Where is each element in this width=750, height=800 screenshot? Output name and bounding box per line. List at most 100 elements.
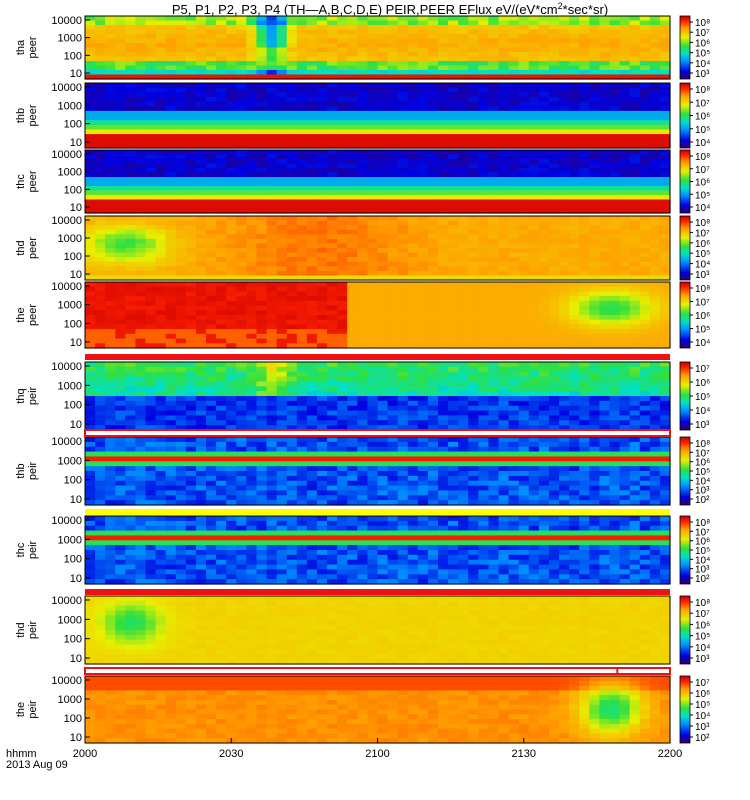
heatmap-cell: [639, 106, 651, 112]
heatmap-cell: [185, 87, 197, 93]
heatmap-cell: [155, 286, 167, 293]
heatmap-cell: [498, 396, 510, 402]
heatmap-cell: [559, 195, 570, 201]
heatmap-cell: [337, 43, 348, 49]
heatmap-cell: [589, 343, 600, 349]
heatmap-cell: [105, 266, 116, 272]
heatmap-cell: [337, 204, 348, 210]
heatmap-cell: [468, 163, 479, 169]
heatmap-cell: [589, 186, 600, 192]
heatmap-cell: [226, 400, 237, 407]
heatmap-cell: [165, 101, 177, 107]
heatmap-cell: [417, 234, 429, 240]
heatmap-cell: [266, 225, 278, 231]
heatmap-cell: [236, 120, 247, 126]
heatmap-cell: [256, 124, 268, 131]
heatmap-cell: [105, 282, 116, 288]
heatmap-cell: [448, 296, 459, 302]
heatmap-cell: [125, 238, 137, 245]
heatmap-cell: [266, 38, 278, 44]
heatmap-cell: [458, 296, 469, 302]
heatmap-cell: [377, 243, 389, 249]
heatmap-cell: [155, 25, 167, 31]
heatmap-cell: [125, 400, 137, 407]
heatmap-cell: [417, 65, 429, 71]
heatmap-cell: [609, 405, 621, 412]
heatmap-cell: [286, 343, 298, 349]
heatmap-cell: [639, 291, 651, 297]
heatmap-cell: [397, 87, 409, 93]
heatmap-cell: [155, 338, 167, 344]
heatmap-cell: [246, 47, 258, 53]
heatmap-cell: [377, 248, 389, 254]
heatmap-cell: [488, 261, 500, 267]
heatmap-cell: [548, 181, 560, 187]
heatmap-cell: [85, 282, 96, 288]
heatmap-cell: [417, 270, 429, 277]
heatmap-cell: [206, 154, 217, 160]
heatmap-cell: [448, 405, 459, 412]
heatmap-cell: [569, 216, 580, 222]
heatmap-cell: [518, 252, 530, 258]
heatmap-cell: [438, 168, 449, 174]
heatmap-cell: [498, 315, 510, 321]
heatmap-cell: [135, 225, 147, 231]
heatmap-cell: [266, 186, 278, 192]
heatmap-cell: [427, 362, 439, 368]
heatmap-cell: [145, 343, 157, 349]
heatmap-cell: [619, 83, 631, 89]
heatmap-cell: [639, 61, 651, 67]
heatmap-cell: [458, 282, 469, 288]
heatmap-cell: [246, 216, 258, 222]
heatmap-cell: [165, 248, 177, 254]
heatmap-cell: [306, 220, 318, 226]
heatmap-cell: [296, 300, 308, 307]
heatmap-cell: [609, 172, 621, 178]
heatmap-cell: [599, 159, 611, 165]
heatmap-cell: [105, 190, 116, 196]
heatmap-cell: [246, 163, 258, 169]
heatmap-cell: [488, 43, 500, 49]
heatmap-cell: [448, 319, 459, 326]
heatmap-cell: [85, 43, 96, 49]
heatmap-cell: [508, 216, 520, 222]
heatmap-cell: [306, 410, 318, 417]
heatmap-cell: [206, 270, 217, 277]
heatmap-cell: [569, 425, 580, 431]
heatmap-cell: [357, 115, 369, 121]
heatmap-cell: [216, 34, 227, 40]
heatmap-cell: [246, 195, 258, 201]
heatmap-cell: [458, 190, 469, 196]
heatmap-cell: [468, 65, 479, 71]
heatmap-cell: [256, 70, 268, 76]
heatmap-cell: [518, 282, 530, 288]
heatmap-cell: [316, 362, 328, 368]
heatmap-cell: [619, 87, 631, 93]
heatmap-cell: [236, 400, 247, 407]
heatmap-cell: [256, 220, 268, 226]
heatmap-cell: [206, 83, 217, 89]
heatmap-cell: [548, 87, 560, 93]
heatmap-cell: [438, 381, 449, 387]
heatmap-cell: [649, 92, 661, 98]
heatmap-cell: [347, 338, 358, 344]
heatmap-cell: [659, 115, 671, 121]
heatmap-cell: [95, 270, 106, 277]
heatmap-cell: [155, 208, 167, 214]
heatmap-cell: [407, 248, 419, 254]
heatmap-cell: [458, 405, 469, 412]
heatmap-cell: [206, 286, 217, 293]
heatmap-cell: [327, 310, 338, 316]
heatmap-cell: [327, 172, 338, 178]
heatmap-cell: [508, 52, 520, 58]
heatmap-cell: [327, 150, 338, 156]
heatmap-cell: [619, 310, 631, 316]
heatmap-cell: [145, 238, 157, 245]
heatmap-cell: [427, 96, 439, 103]
heatmap-cell: [367, 87, 379, 93]
heatmap-cell: [468, 177, 479, 183]
heatmap-cell: [427, 319, 439, 326]
heatmap-cell: [105, 252, 116, 258]
heatmap-cell: [165, 338, 177, 344]
heatmap-cell: [246, 134, 258, 140]
